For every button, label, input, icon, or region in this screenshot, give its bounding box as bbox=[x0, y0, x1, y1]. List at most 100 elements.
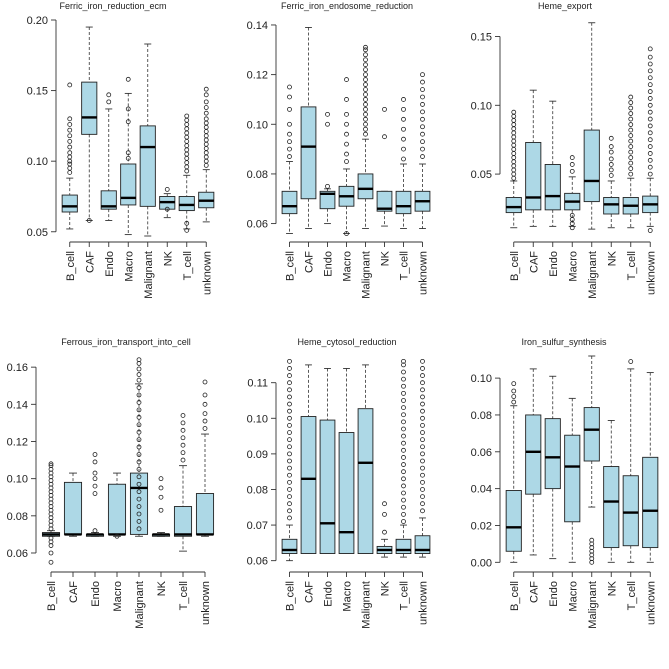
outlier-point bbox=[287, 394, 292, 400]
box-NK bbox=[603, 420, 620, 563]
outlier-point bbox=[287, 501, 292, 507]
outlier-point bbox=[628, 160, 634, 166]
outlier-point bbox=[106, 99, 112, 105]
outlier-point bbox=[628, 133, 634, 138]
y-tick-label: 0.10 bbox=[247, 119, 268, 131]
outlier-point bbox=[401, 462, 406, 467]
outlier-point bbox=[363, 92, 368, 97]
outlier-point bbox=[420, 394, 425, 400]
outlier-point bbox=[184, 134, 190, 140]
outlier-point bbox=[136, 474, 142, 480]
x-tick-label: NK bbox=[156, 580, 168, 596]
y-tick-label: 0.15 bbox=[27, 86, 48, 98]
x-tick-label: unknown bbox=[418, 251, 430, 295]
outlier-point bbox=[287, 415, 292, 421]
outlier-point bbox=[184, 143, 190, 149]
x-tick-label: Endo bbox=[323, 581, 335, 607]
outlier-point bbox=[106, 92, 112, 98]
outlier-point bbox=[136, 400, 142, 405]
outlier-point bbox=[287, 380, 292, 386]
box-CAF bbox=[300, 26, 317, 230]
outlier-point bbox=[136, 422, 142, 428]
outlier-point bbox=[287, 154, 292, 159]
outlier-point bbox=[203, 120, 209, 126]
box-NK bbox=[151, 476, 171, 537]
iqr-box bbox=[319, 419, 336, 554]
outlier-point bbox=[420, 380, 425, 386]
outlier-point bbox=[202, 411, 208, 417]
outlier-point bbox=[67, 161, 73, 167]
outlier-point bbox=[608, 173, 614, 178]
box-Malignant bbox=[129, 357, 149, 537]
iqr-box bbox=[120, 163, 137, 206]
x-tick-label: Malignant bbox=[143, 251, 155, 299]
outlier-point bbox=[184, 227, 190, 233]
outlier-point bbox=[180, 413, 186, 418]
outlier-point bbox=[401, 497, 406, 503]
outlier-point bbox=[184, 113, 190, 119]
outlier-point bbox=[401, 390, 406, 396]
outlier-point bbox=[608, 144, 614, 149]
outlier-point bbox=[363, 121, 368, 127]
outlier-point bbox=[48, 535, 54, 541]
x-tick-label: Malignant bbox=[134, 581, 146, 629]
outlier-point bbox=[647, 68, 653, 74]
outlier-point bbox=[401, 483, 406, 489]
outlier-point bbox=[287, 423, 292, 428]
outlier-point bbox=[203, 124, 209, 130]
outlier-point bbox=[363, 47, 368, 53]
y-tick-label: 0.09 bbox=[247, 449, 268, 461]
outlier-point bbox=[363, 62, 368, 68]
outlier-point bbox=[647, 157, 653, 163]
outlier-point bbox=[363, 72, 368, 78]
chart-title: Heme_cytosol_reduction bbox=[297, 337, 396, 347]
box-CAF bbox=[525, 368, 542, 556]
outlier-point bbox=[420, 366, 425, 371]
outlier-point bbox=[382, 511, 387, 517]
x-tick-label: B_cell bbox=[65, 251, 77, 281]
outlier-point bbox=[401, 405, 406, 411]
outlier-point bbox=[125, 106, 131, 112]
outlier-point bbox=[420, 373, 425, 378]
x-tick-label: Macro bbox=[567, 581, 579, 612]
outlier-point bbox=[401, 383, 406, 389]
outlier-point bbox=[401, 511, 406, 517]
outlier-point bbox=[344, 231, 349, 236]
outlier-point bbox=[48, 461, 54, 467]
outlier-point bbox=[401, 362, 406, 368]
chart-title: Ferrous_iron_transport_into_cell bbox=[61, 337, 191, 347]
outlier-point bbox=[184, 155, 190, 161]
outlier-point bbox=[628, 171, 634, 177]
outlier-point bbox=[125, 76, 131, 82]
outlier-point bbox=[287, 387, 292, 393]
outlier-point bbox=[420, 423, 425, 428]
iqr-box bbox=[338, 432, 355, 554]
outlier-point bbox=[511, 142, 517, 148]
iqr-box bbox=[544, 164, 561, 211]
x-tick-label: Endo bbox=[548, 251, 560, 277]
box-T_cell bbox=[173, 413, 193, 552]
x-tick-label: NK bbox=[162, 250, 174, 266]
x-tick-label: T_cell bbox=[626, 251, 638, 280]
chart-title: Ferric_iron_reduction_ecm bbox=[59, 1, 166, 11]
box-unknown bbox=[195, 379, 215, 537]
y-tick-label: 0.05 bbox=[471, 169, 492, 181]
outlier-point bbox=[420, 102, 425, 107]
box-Endo bbox=[100, 92, 117, 221]
outlier-point bbox=[647, 89, 653, 94]
x-tick-label: Malignant bbox=[361, 251, 373, 299]
x-tick-label: unknown bbox=[645, 251, 657, 295]
outlier-point bbox=[158, 476, 164, 482]
outlier-point bbox=[401, 426, 406, 432]
outlier-point bbox=[287, 479, 292, 485]
outlier-point bbox=[67, 170, 73, 175]
chart-panel: Iron_sulfur_synthesis 0.00 0.02 0.04 0.06 0.0… bbox=[471, 337, 659, 629]
outlier-point bbox=[67, 133, 73, 139]
outlier-point bbox=[647, 144, 653, 149]
outlier-point bbox=[136, 444, 142, 450]
outlier-point bbox=[420, 109, 425, 115]
box-Macro bbox=[564, 397, 581, 563]
outlier-point bbox=[48, 550, 54, 556]
outlier-point bbox=[363, 57, 368, 63]
y-tick-label: 0.08 bbox=[7, 511, 28, 523]
